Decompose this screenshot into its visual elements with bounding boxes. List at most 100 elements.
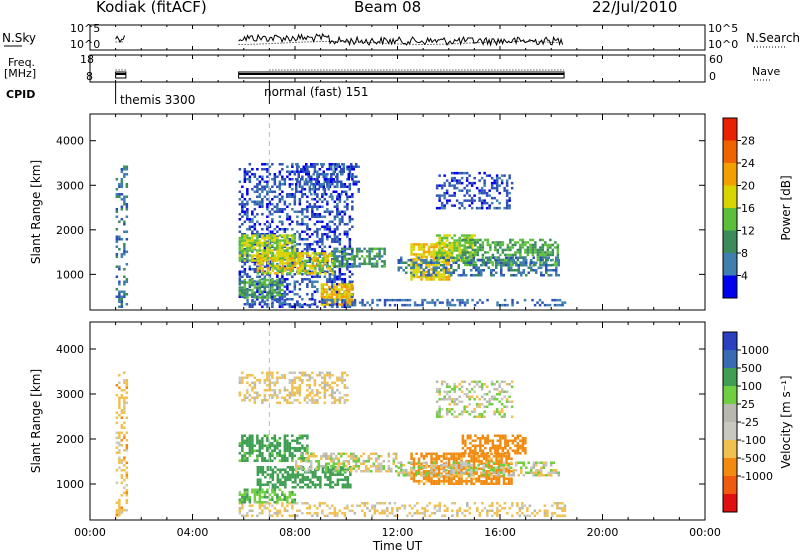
power-cell bbox=[343, 255, 346, 258]
power-cell bbox=[238, 225, 242, 228]
velocity-cell bbox=[485, 452, 488, 455]
power-cell bbox=[273, 283, 277, 287]
velocity-cell bbox=[326, 371, 329, 374]
velocity-cell bbox=[315, 467, 318, 470]
power-cell bbox=[529, 248, 532, 252]
power-cell bbox=[468, 181, 471, 185]
power-cell bbox=[522, 261, 525, 264]
power-cell bbox=[427, 278, 431, 281]
power-cell bbox=[120, 218, 124, 221]
velocity-cell bbox=[442, 455, 446, 458]
power-cell bbox=[296, 267, 300, 270]
velocity-cell bbox=[248, 509, 252, 512]
velocity-cell bbox=[303, 457, 307, 460]
power-cell bbox=[540, 259, 543, 262]
power-cell bbox=[466, 241, 470, 244]
power-cell bbox=[274, 267, 277, 270]
power-cell bbox=[400, 261, 403, 264]
freq-band bbox=[238, 71, 565, 79]
velocity-cell bbox=[289, 466, 292, 469]
power-cell bbox=[258, 278, 262, 282]
power-cell bbox=[466, 258, 470, 262]
power-cell bbox=[458, 251, 461, 255]
power-cell bbox=[246, 255, 249, 258]
power-cell bbox=[373, 265, 376, 268]
power-cell bbox=[243, 278, 247, 282]
velocity-cell bbox=[261, 439, 264, 442]
velocity-cell bbox=[521, 507, 524, 510]
velocity-cell bbox=[123, 371, 126, 374]
power-cell bbox=[118, 293, 121, 296]
power-cell bbox=[276, 263, 279, 266]
velocity-cell bbox=[261, 466, 265, 469]
velocity-cell bbox=[276, 442, 279, 445]
power-cell bbox=[286, 239, 289, 242]
power-cell bbox=[348, 285, 351, 289]
power-cell bbox=[258, 296, 262, 299]
power-cell bbox=[266, 241, 269, 245]
power-cell bbox=[246, 215, 249, 218]
velocity-cell bbox=[437, 465, 441, 468]
power-cell bbox=[438, 246, 441, 250]
power-cell bbox=[313, 170, 317, 173]
power-cell bbox=[510, 186, 514, 190]
power-cell bbox=[338, 293, 341, 296]
power-cell bbox=[452, 271, 455, 274]
power-cell bbox=[311, 264, 315, 268]
power-cell bbox=[241, 251, 244, 255]
velocity-cell bbox=[276, 481, 280, 484]
power-cell bbox=[348, 245, 352, 248]
power-cell bbox=[261, 259, 265, 263]
velocity-cell bbox=[328, 371, 332, 374]
power-cell bbox=[440, 236, 444, 240]
velocity-cell bbox=[563, 504, 567, 507]
power-cell bbox=[483, 191, 486, 195]
power-cell bbox=[445, 179, 449, 182]
power-cell bbox=[283, 301, 287, 304]
velocity-cell bbox=[410, 452, 413, 455]
power-cell bbox=[248, 220, 252, 223]
power-cell bbox=[258, 283, 262, 287]
power-cell bbox=[554, 261, 557, 264]
power-cell bbox=[306, 278, 309, 281]
velocity-cell bbox=[291, 504, 294, 507]
velocity-cell bbox=[472, 477, 476, 480]
power-cell bbox=[504, 253, 507, 257]
power-cell bbox=[450, 176, 454, 180]
power-cell bbox=[541, 246, 545, 249]
power-cell bbox=[301, 252, 305, 255]
velocity-cell bbox=[324, 473, 327, 476]
velocity-cell bbox=[283, 509, 287, 512]
power-cell bbox=[273, 254, 277, 257]
power-cell bbox=[266, 272, 270, 275]
power-cell bbox=[481, 246, 485, 249]
power-cell bbox=[485, 201, 489, 205]
power-cell bbox=[445, 245, 448, 249]
velocity-cell bbox=[118, 386, 121, 389]
velocity-cell bbox=[318, 391, 322, 394]
power-cell bbox=[348, 220, 352, 223]
velocity-cell bbox=[455, 455, 458, 458]
velocity-cell bbox=[256, 459, 259, 462]
power-cell bbox=[311, 293, 314, 296]
velocity-cell bbox=[316, 476, 320, 479]
power-cell bbox=[506, 243, 510, 247]
velocity-cell bbox=[314, 486, 317, 489]
power-cell bbox=[341, 273, 344, 276]
power-cell bbox=[415, 261, 418, 264]
power-cell bbox=[256, 168, 259, 171]
power-cell bbox=[455, 256, 459, 260]
power-cell bbox=[470, 269, 473, 272]
velocity-cell bbox=[330, 457, 333, 460]
power-cell bbox=[256, 265, 259, 268]
power-cell bbox=[307, 170, 310, 173]
power-cell bbox=[308, 298, 312, 301]
velocity-cell bbox=[492, 455, 496, 458]
power-cell bbox=[321, 298, 324, 302]
power-cell bbox=[276, 208, 279, 211]
velocity-cell bbox=[125, 431, 129, 434]
velocity-cell bbox=[248, 504, 252, 507]
power-cell bbox=[458, 239, 461, 242]
velocity-cell bbox=[320, 455, 323, 458]
velocity-cell bbox=[495, 455, 498, 458]
